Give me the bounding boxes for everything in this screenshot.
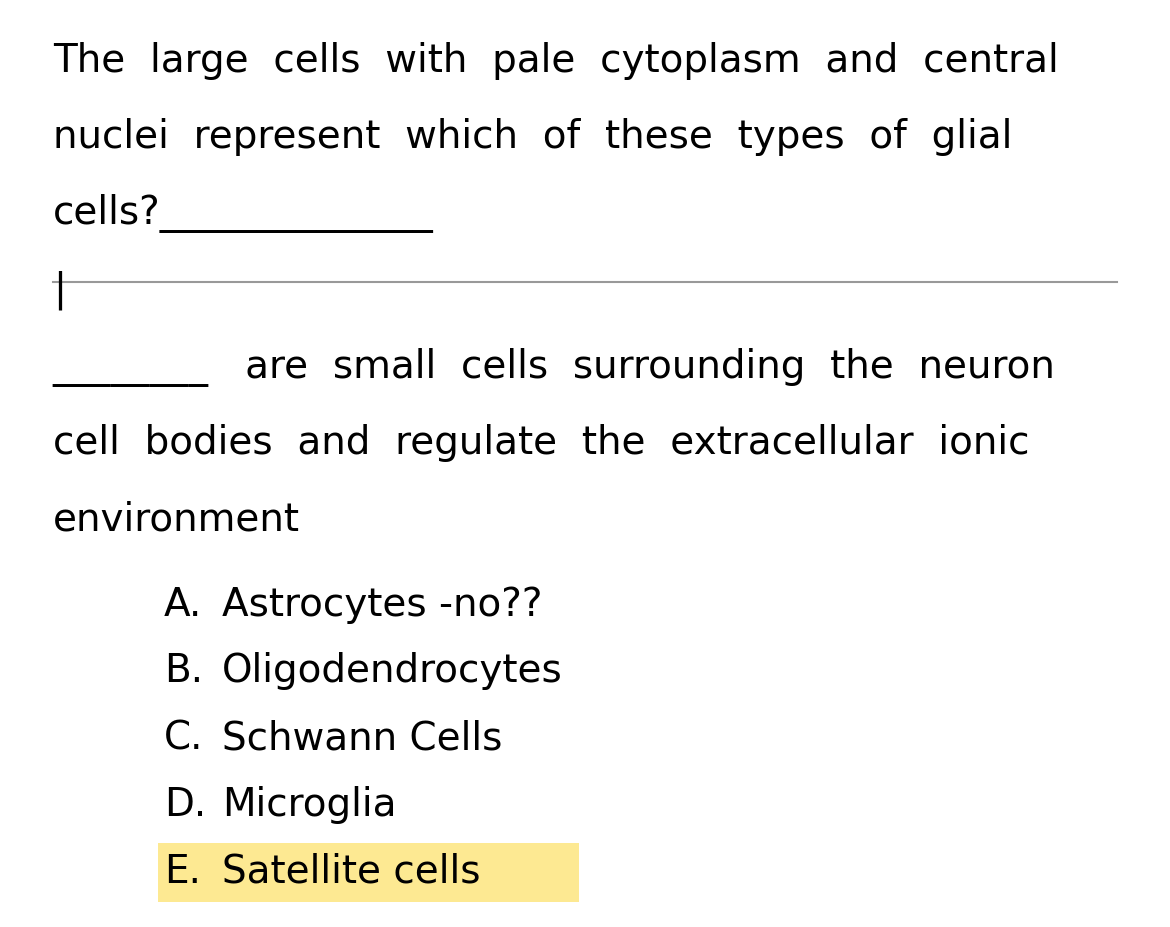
- Text: Satellite cells: Satellite cells: [222, 852, 481, 890]
- Text: E.: E.: [164, 852, 201, 890]
- Text: |: |: [53, 270, 66, 310]
- Text: A.: A.: [164, 585, 202, 623]
- Text: ________   are  small  cells  surrounding  the  neuron: ________ are small cells surrounding the…: [53, 348, 1055, 387]
- Text: Astrocytes -no??: Astrocytes -no??: [222, 585, 543, 623]
- Text: Schwann Cells: Schwann Cells: [222, 718, 503, 756]
- Text: environment: environment: [53, 500, 300, 538]
- Text: Microglia: Microglia: [222, 785, 397, 823]
- Text: nuclei  represent  which  of  these  types  of  glial: nuclei represent which of these types of…: [53, 118, 1012, 156]
- Text: Oligodendrocytes: Oligodendrocytes: [222, 652, 563, 690]
- Text: The  large  cells  with  pale  cytoplasm  and  central: The large cells with pale cytoplasm and …: [53, 42, 1059, 80]
- Text: cells?______________: cells?______________: [53, 194, 433, 233]
- Text: C.: C.: [164, 718, 204, 756]
- FancyBboxPatch shape: [158, 843, 579, 902]
- Text: D.: D.: [164, 785, 206, 823]
- Text: cell  bodies  and  regulate  the  extracellular  ionic: cell bodies and regulate the extracellul…: [53, 424, 1030, 462]
- Text: B.: B.: [164, 652, 202, 690]
